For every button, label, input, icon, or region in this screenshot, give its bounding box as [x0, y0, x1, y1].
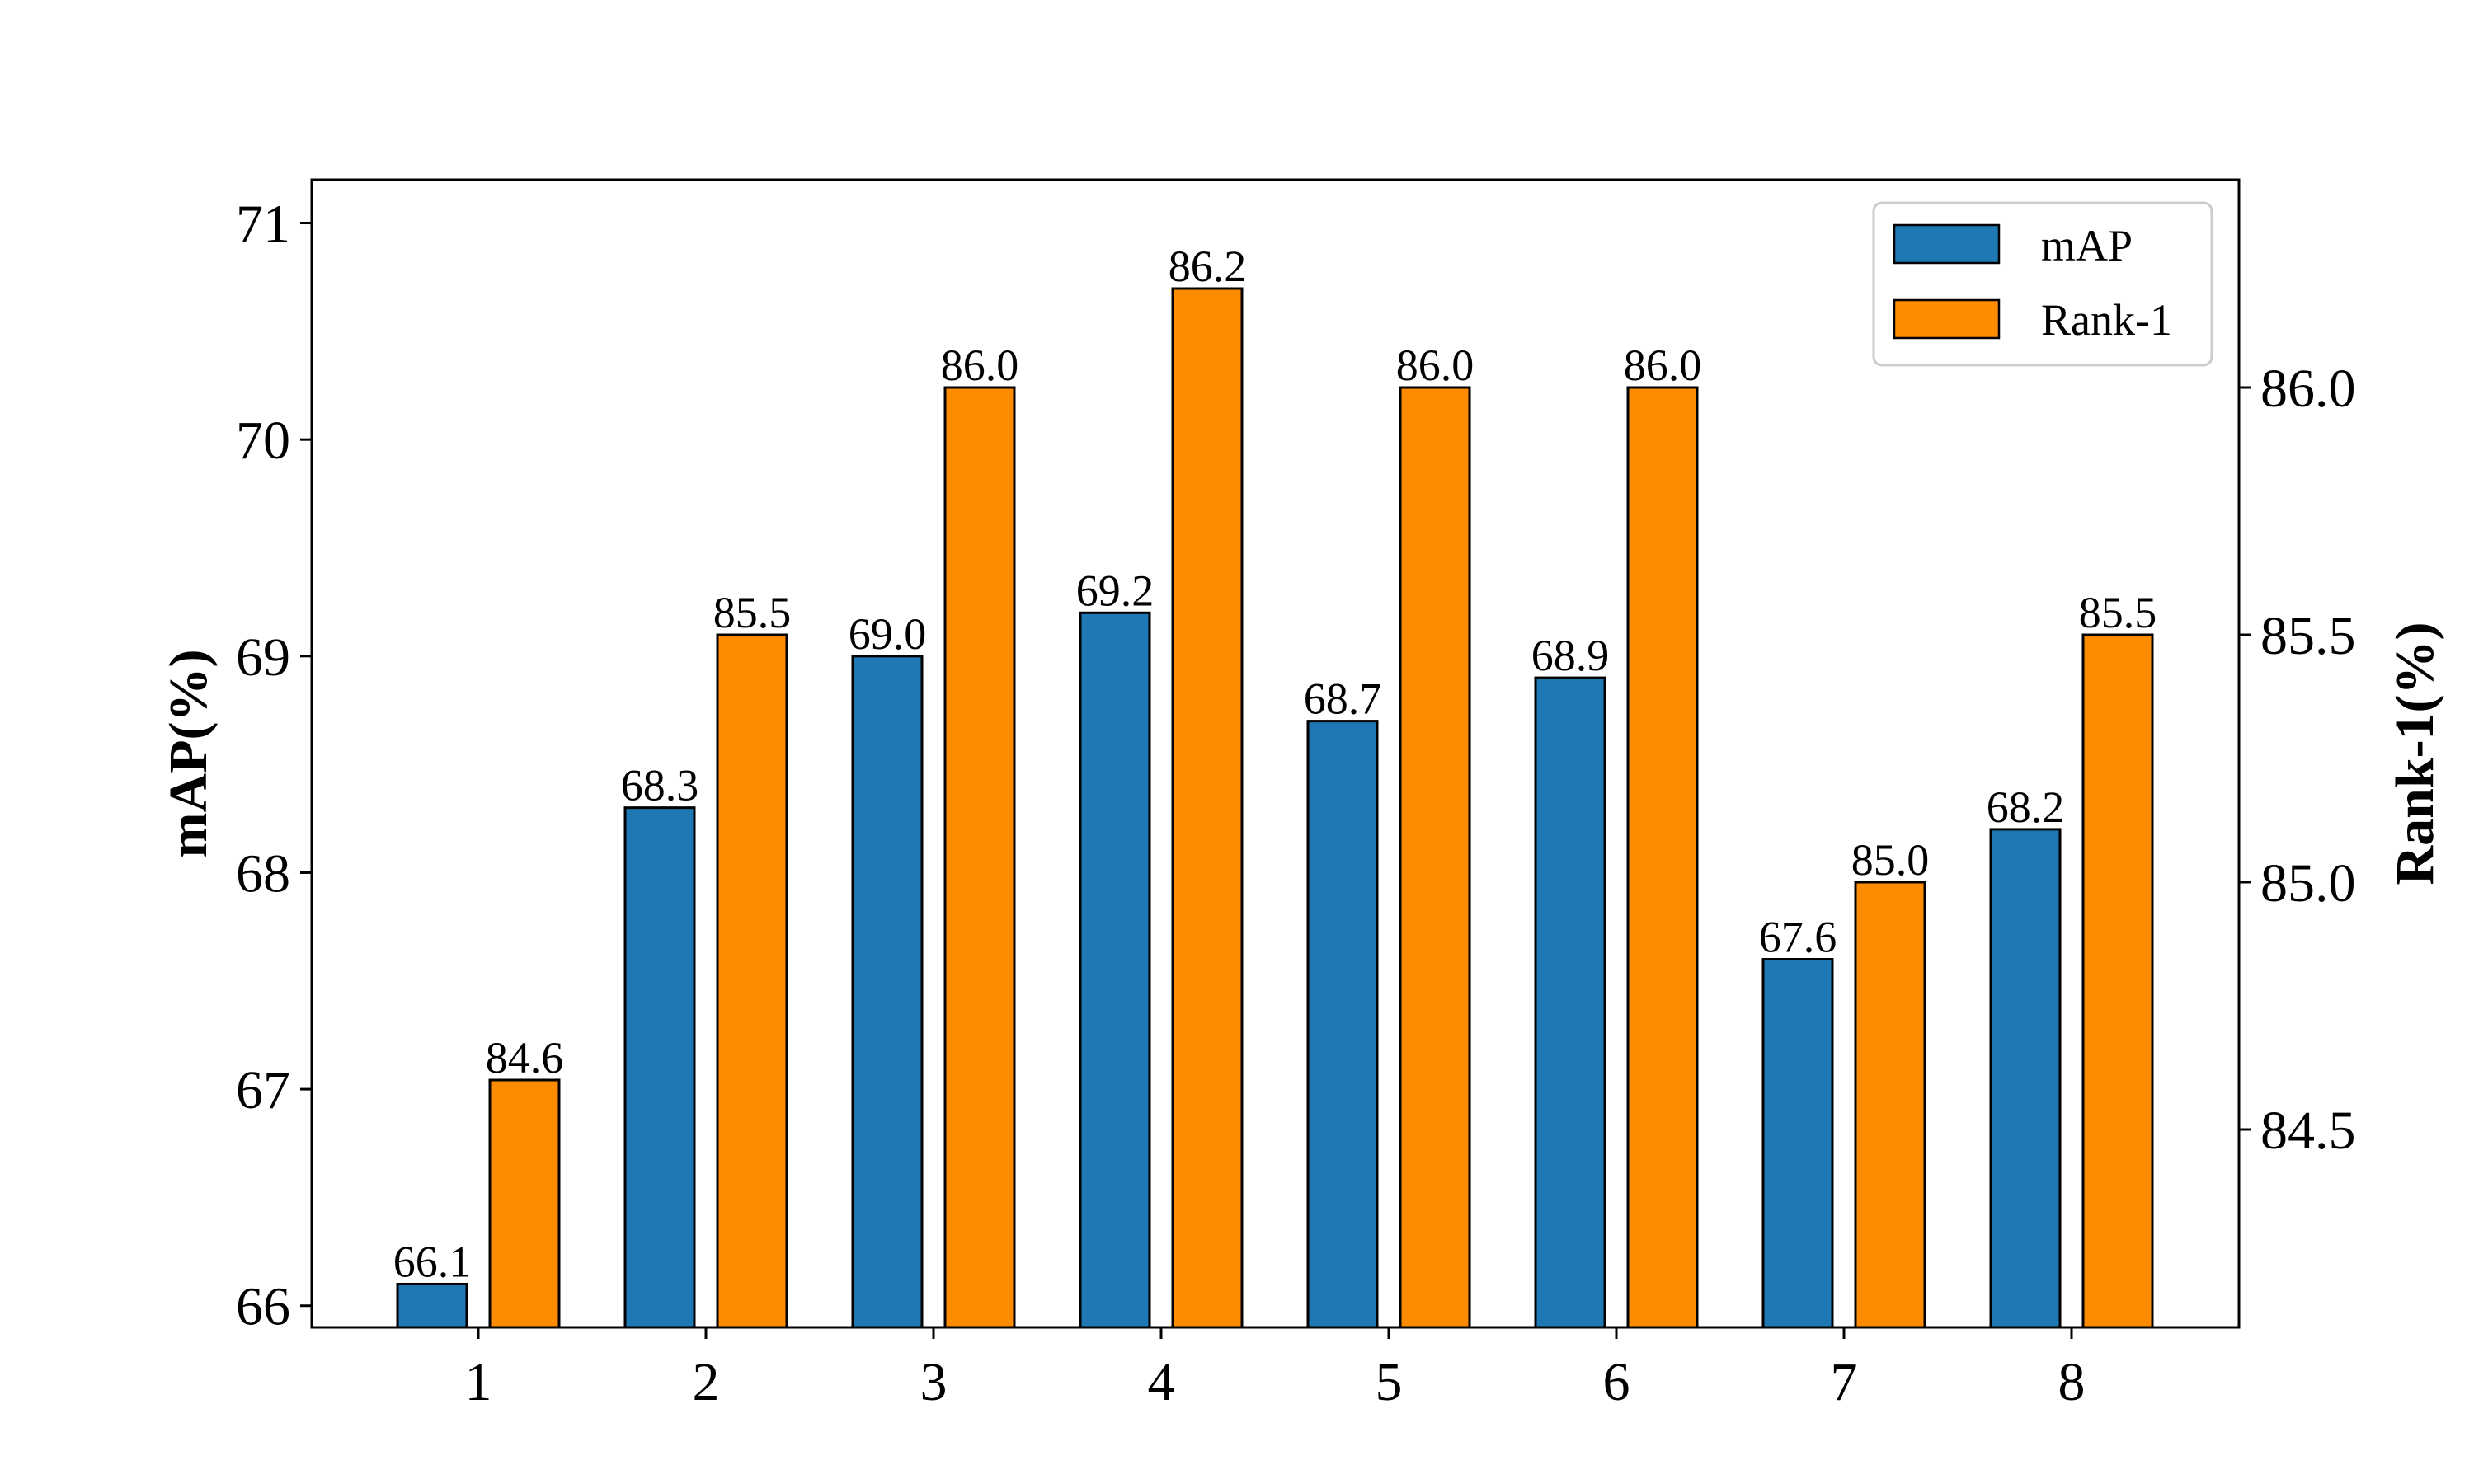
y2-tick-label: 85.0	[2260, 853, 2356, 913]
y-tick-label: 68	[236, 843, 290, 904]
bar-rank1-8	[2081, 633, 2154, 1329]
bars-layer	[396, 287, 2154, 1329]
x-tick-label: 6	[1603, 1352, 1630, 1412]
bar-rank1-5	[1399, 386, 1471, 1329]
right-axis: 84.5 85.0 85.5 86.0	[2239, 359, 2356, 1161]
data-label-map-7: 67.6	[1759, 913, 1837, 962]
x-axis: 1 2 3 4 5 6 7 8	[465, 1327, 2086, 1412]
bar-rank1-1	[488, 1078, 561, 1329]
bar-rank1-2	[716, 633, 788, 1329]
bar-map-7	[1761, 958, 1834, 1329]
plot-frame	[310, 178, 2241, 1329]
y2-axis-title: Rank-1(%)	[2385, 622, 2445, 885]
bar-map-2	[623, 806, 696, 1329]
x-tick-label: 4	[1148, 1352, 1175, 1412]
legend-swatch-rank1	[1893, 298, 2001, 340]
legend-swatch-map	[1893, 223, 2001, 265]
data-label-rank1-1: 84.6	[486, 1033, 564, 1082]
legend-label-map: mAP	[2041, 221, 2133, 270]
y-tick-label: 66	[236, 1277, 290, 1337]
data-label-map-3: 69.0	[849, 609, 927, 659]
left-axis: 66 67 68 69 70 71	[236, 195, 312, 1337]
x-tick-label: 8	[2058, 1352, 2086, 1412]
data-label-map-8: 68.2	[1987, 782, 2065, 832]
bar-rank1-3	[943, 386, 1016, 1329]
x-tick-label: 1	[465, 1352, 492, 1412]
data-label-rank1-3: 86.0	[941, 340, 1019, 390]
data-label-rank1-2: 85.5	[713, 588, 792, 637]
y-tick-label: 70	[236, 411, 290, 471]
x-tick-label: 2	[693, 1352, 720, 1412]
data-label-rank1-8: 85.5	[2079, 588, 2157, 637]
y2-tick-label: 86.0	[2260, 359, 2356, 419]
data-label-map-2: 68.3	[621, 761, 699, 810]
y-tick-label: 67	[236, 1060, 290, 1120]
y-tick-label: 71	[236, 195, 290, 255]
y-axis-title: mAP(%)	[158, 650, 219, 858]
bar-map-4	[1079, 611, 1151, 1329]
x-tick-label: 7	[1831, 1352, 1858, 1412]
y2-tick-label: 85.5	[2260, 606, 2356, 666]
data-label-rank1-4: 86.2	[1169, 242, 1247, 291]
bar-rank1-7	[1854, 881, 1926, 1329]
y2-tick-label: 84.5	[2260, 1101, 2356, 1161]
x-tick-label: 5	[1376, 1352, 1403, 1412]
bar-map-8	[1989, 828, 2062, 1329]
bar-map-5	[1306, 720, 1379, 1329]
data-label-map-5: 68.7	[1304, 674, 1382, 724]
data-label-map-4: 69.2	[1076, 566, 1155, 615]
bar-map-3	[851, 655, 924, 1329]
data-labels-layer: 66.1 68.3 69.0 69.2 68.7 68.9 67.6 68.2 84.6 85.5…	[393, 242, 2157, 1286]
legend: mAP Rank-1	[1872, 201, 2213, 367]
data-label-map-1: 66.1	[393, 1237, 472, 1286]
bar-map-1	[396, 1282, 468, 1329]
y-tick-label: 69	[236, 627, 290, 688]
data-label-rank1-5: 86.0	[1396, 340, 1475, 390]
data-label-rank1-6: 86.0	[1624, 340, 1702, 390]
bar-map-6	[1534, 676, 1606, 1329]
bar-rank1-4	[1171, 287, 1244, 1329]
legend-label-rank1: Rank-1	[2041, 295, 2172, 345]
x-tick-label: 3	[920, 1352, 948, 1412]
bar-rank1-6	[1626, 386, 1699, 1329]
data-label-map-6: 68.9	[1531, 631, 1610, 680]
data-label-rank1-7: 85.0	[1851, 835, 1930, 885]
